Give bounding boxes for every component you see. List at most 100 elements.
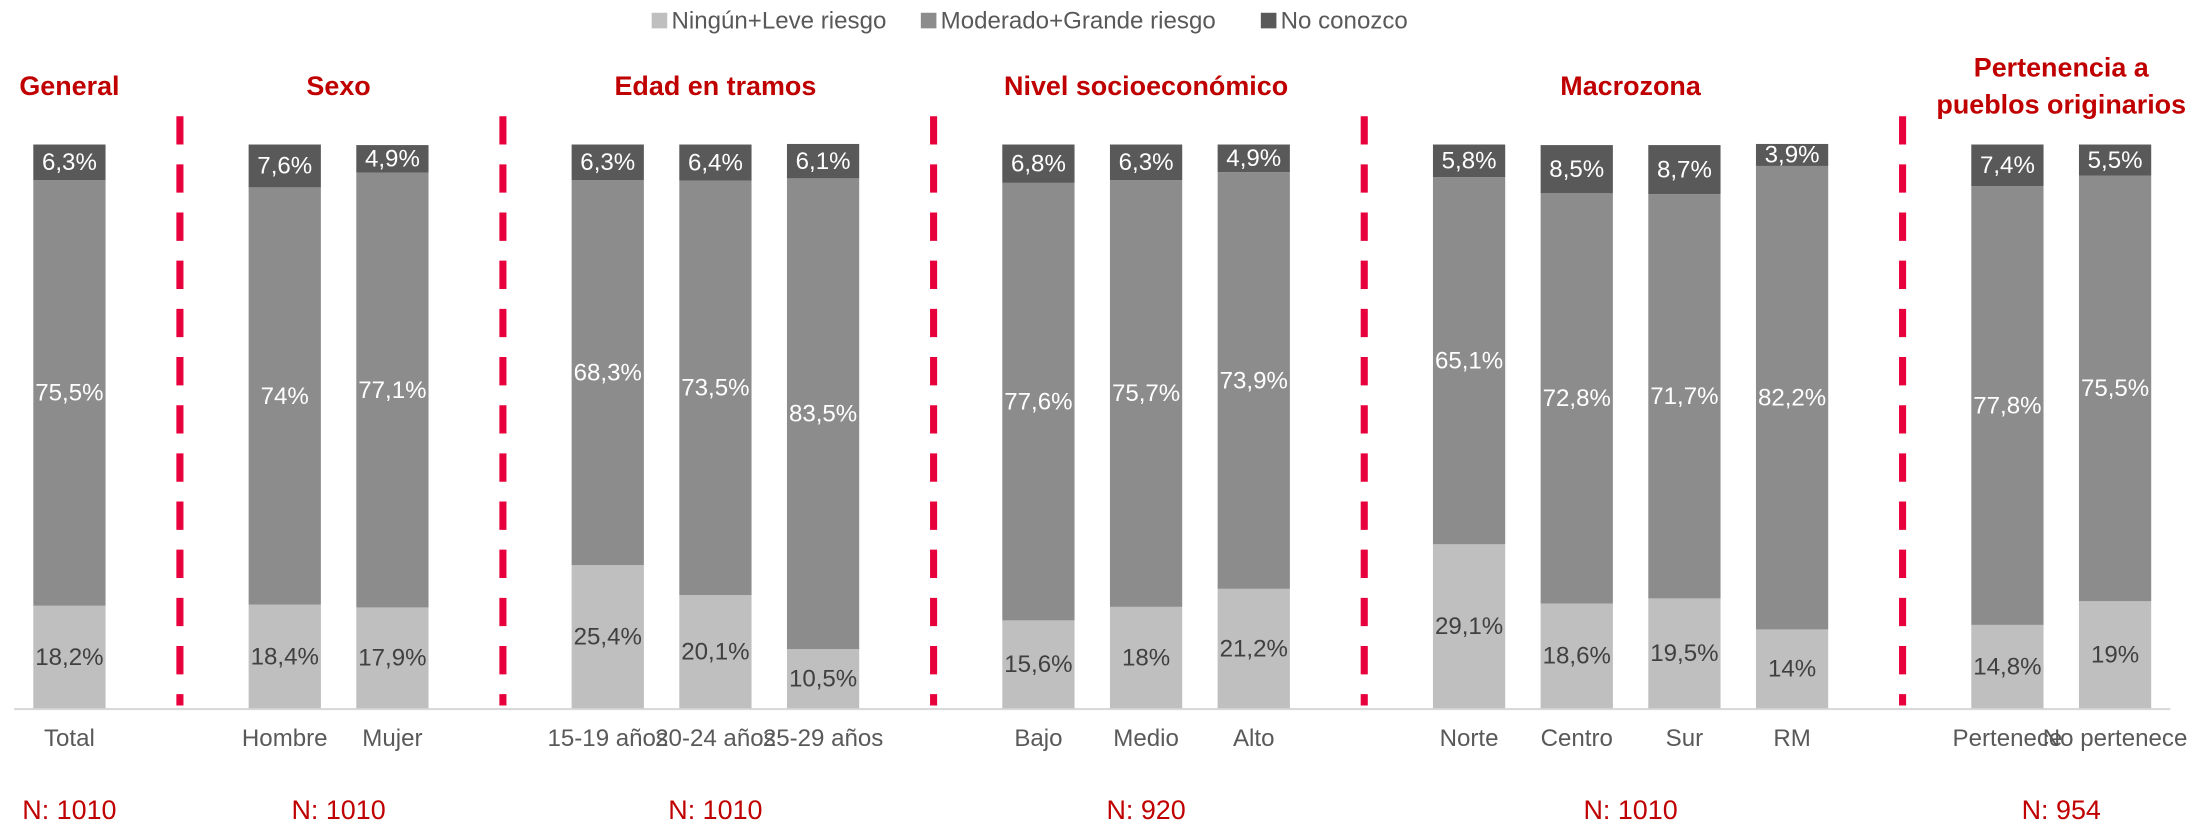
data-label: 18,4% xyxy=(251,643,319,670)
x-tick-label: Sur xyxy=(1666,725,1703,752)
group-n: N: 1010 xyxy=(1583,795,1677,821)
bar-segment xyxy=(356,172,429,608)
x-tick-label: Medio xyxy=(1113,725,1179,752)
data-label: 14,8% xyxy=(1973,653,2041,680)
data-label: 21,2% xyxy=(1220,635,1288,662)
data-label: 7,4% xyxy=(1980,152,2035,179)
bar-segment xyxy=(33,180,106,606)
bar-segment xyxy=(356,145,429,173)
data-label: 73,9% xyxy=(1220,367,1288,394)
x-tick-label: Centro xyxy=(1541,725,1613,752)
x-tick-label: Mujer xyxy=(362,725,422,752)
bar-segment xyxy=(679,180,752,596)
data-label: 75,7% xyxy=(1112,380,1180,407)
bar-segment xyxy=(1540,193,1613,604)
data-label: 6,3% xyxy=(1119,149,1174,176)
bar-segment xyxy=(786,178,860,650)
data-label: 29,1% xyxy=(1435,613,1503,640)
data-label: 5,8% xyxy=(1442,148,1497,175)
data-label: 4,9% xyxy=(365,146,420,173)
group-n: N: 1010 xyxy=(291,795,385,821)
data-label: 3,9% xyxy=(1765,142,1820,169)
bar-segment xyxy=(571,565,644,709)
data-label: 77,8% xyxy=(1973,392,2041,419)
x-tick-label: Norte xyxy=(1440,725,1499,752)
data-label: 19,5% xyxy=(1650,640,1718,667)
legend-label: Ningún+Leve riesgo xyxy=(672,7,887,34)
bar-segment xyxy=(1217,588,1290,709)
bar-segment xyxy=(1971,186,2044,625)
data-label: 6,3% xyxy=(42,149,97,176)
group-title: Macrozona xyxy=(1560,71,1702,101)
data-label: 72,8% xyxy=(1543,385,1611,412)
data-label: 75,5% xyxy=(35,380,103,407)
x-tick-label: Total xyxy=(44,725,95,752)
bar-segment xyxy=(1002,144,1075,183)
legend-swatch xyxy=(920,12,937,29)
bar-segment xyxy=(1217,144,1290,173)
data-label: 17,9% xyxy=(358,645,426,672)
data-label: 77,1% xyxy=(358,377,426,404)
data-label: 65,1% xyxy=(1435,348,1503,375)
bar-segment xyxy=(1648,145,1721,195)
bar-segment xyxy=(248,144,321,188)
data-label: 18,6% xyxy=(1543,643,1611,670)
data-label: 6,8% xyxy=(1011,150,1066,177)
data-label: 25,4% xyxy=(574,624,642,651)
legend-label: Moderado+Grande riesgo xyxy=(941,7,1216,34)
x-tick-label: 15-19 años xyxy=(548,725,668,752)
bar-segment xyxy=(1971,624,2044,709)
data-label: 77,6% xyxy=(1004,388,1072,415)
bar-segment xyxy=(571,180,644,566)
bar-segment xyxy=(571,144,644,181)
data-label: 75,5% xyxy=(2081,375,2149,402)
data-label: 19% xyxy=(2091,642,2139,669)
bar-segment xyxy=(2078,601,2152,709)
bar-segment xyxy=(1432,544,1506,709)
data-label: 8,5% xyxy=(1549,156,1604,183)
data-label: 15,6% xyxy=(1004,651,1072,678)
data-label: 73,5% xyxy=(681,375,749,402)
data-label: 6,3% xyxy=(580,149,635,176)
bar-segment xyxy=(1109,606,1183,709)
bar-segment xyxy=(33,605,106,709)
bar-segment xyxy=(356,607,429,709)
group-title: Pertenencia a pueblos originarios xyxy=(1936,53,2186,120)
x-tick-label: Pertenece xyxy=(1953,725,2063,752)
bar-segment xyxy=(1540,603,1613,709)
bar-segment xyxy=(1109,144,1183,181)
x-tick-label: Hombre xyxy=(242,725,328,752)
data-label: 71,7% xyxy=(1650,383,1718,410)
data-label: 18,2% xyxy=(35,644,103,671)
group-n: N: 1010 xyxy=(668,795,762,821)
x-tick-label: 20-24 años xyxy=(655,725,776,752)
group-title: Edad en tramos xyxy=(614,71,816,101)
data-label: 68,3% xyxy=(574,359,642,386)
data-label: 10,5% xyxy=(789,666,857,693)
legend-swatch xyxy=(651,12,668,29)
legend-label: No conozco xyxy=(1281,7,1408,34)
bar-segment xyxy=(1755,629,1829,709)
data-label: 6,1% xyxy=(796,148,851,175)
x-tick-label: 25-29 años xyxy=(763,725,884,752)
bar-segment xyxy=(1755,165,1829,630)
bar-segment xyxy=(1540,145,1613,194)
x-tick-label: Bajo xyxy=(1014,725,1062,752)
bar-segment xyxy=(248,604,321,709)
bar-segment xyxy=(679,144,752,181)
data-label: 74% xyxy=(261,383,309,410)
group-title: Sexo xyxy=(306,71,370,101)
group-title: General xyxy=(19,71,119,101)
data-label: 8,7% xyxy=(1657,156,1712,183)
group-n: N: 954 xyxy=(2022,795,2101,821)
group-n: N: 1010 xyxy=(22,795,116,821)
bar-segment xyxy=(1648,598,1721,709)
bar-segment xyxy=(1002,182,1075,621)
x-tick-label: Alto xyxy=(1233,725,1275,752)
bar-segment xyxy=(679,595,752,709)
group-title: Nivel socioeconómico xyxy=(1004,71,1288,101)
bar-segment xyxy=(1217,172,1290,589)
data-label: 4,9% xyxy=(1226,145,1281,172)
bar-segment xyxy=(248,187,321,605)
